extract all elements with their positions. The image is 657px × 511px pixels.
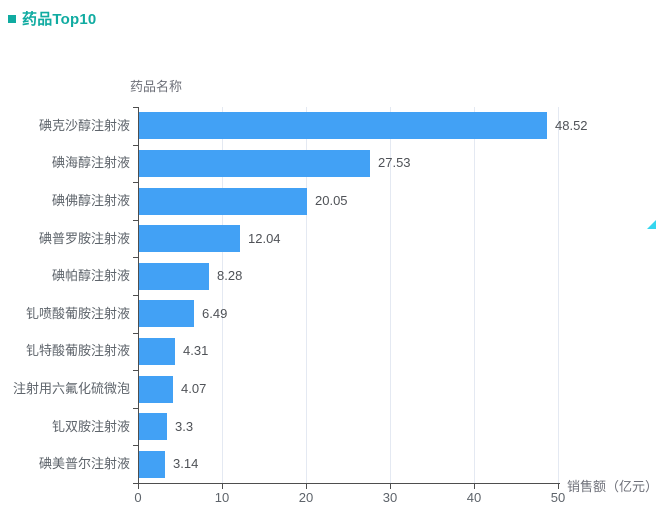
gridline <box>222 107 223 483</box>
bar[interactable] <box>139 225 240 252</box>
value-label: 12.04 <box>248 231 281 246</box>
x-axis-title: 销售额（亿元） <box>567 479 657 494</box>
value-label: 6.49 <box>202 306 228 321</box>
bar[interactable] <box>139 413 167 440</box>
y-axis-tick-mark <box>133 145 138 146</box>
bar[interactable] <box>139 376 173 403</box>
x-axis-tick-mark <box>306 484 307 489</box>
value-label: 27.53 <box>378 155 411 170</box>
y-axis-tick-mark <box>133 333 138 334</box>
value-label: 3.3 <box>175 419 194 434</box>
category-label: 碘克沙醇注射液 <box>38 118 130 133</box>
value-label: 8.28 <box>217 268 243 283</box>
category-label: 钆特酸葡胺注射液 <box>25 343 130 358</box>
value-label: 3.14 <box>173 456 199 471</box>
y-axis-tick-mark <box>133 220 138 221</box>
x-axis-tick-label: 50 <box>550 490 566 505</box>
y-axis-tick-mark <box>133 257 138 258</box>
value-label: 48.52 <box>555 118 588 133</box>
category-label: 碘佛醇注射液 <box>51 193 130 208</box>
category-label: 碘帕醇注射液 <box>51 268 130 283</box>
corner-decoration-icon <box>647 220 656 229</box>
y-axis-tick-mark <box>133 107 138 108</box>
y-axis-tick-mark <box>133 445 138 446</box>
bar[interactable] <box>139 263 209 290</box>
bar[interactable] <box>139 188 307 215</box>
x-axis-tick-mark <box>390 484 391 489</box>
category-label: 钆双胺注射液 <box>51 419 130 434</box>
bar[interactable] <box>139 150 370 177</box>
category-label: 注射用六氟化硫微泡 <box>12 381 130 396</box>
y-axis-tick-mark <box>133 370 138 371</box>
y-axis-tick-mark <box>133 408 138 409</box>
y-axis-tick-mark <box>133 295 138 296</box>
value-label: 20.05 <box>315 193 348 208</box>
category-label: 碘海醇注射液 <box>51 155 130 170</box>
gridline <box>306 107 307 483</box>
bar-chart-plot-area: 0 10 20 30 40 50 碘克沙醇注射液 48.52 碘海醇注射液 27.53 碘佛醇注射液… <box>13 107 588 505</box>
gridline <box>558 107 559 483</box>
x-axis-tick-label: 20 <box>298 490 314 505</box>
x-axis-tick-mark <box>138 484 139 489</box>
panel-title-text: 药品Top10 <box>22 11 97 28</box>
y-axis-title: 药品名称 <box>130 79 183 94</box>
x-axis-tick-mark <box>222 484 223 489</box>
bar[interactable] <box>139 300 194 327</box>
category-label: 碘美普尔注射液 <box>38 456 130 471</box>
x-axis-tick-label: 30 <box>382 490 398 505</box>
category-label: 碘普罗胺注射液 <box>38 231 130 246</box>
gridline <box>390 107 391 483</box>
x-axis-tick-mark <box>474 484 475 489</box>
gridline <box>474 107 475 483</box>
title-bullet-square-icon <box>8 14 16 23</box>
y-axis-tick-mark <box>133 483 138 484</box>
value-label: 4.07 <box>181 381 207 396</box>
x-axis-tick-mark <box>558 484 559 489</box>
category-label: 钆喷酸葡胺注射液 <box>25 306 130 321</box>
panel-title: 药品Top10 <box>8 8 96 29</box>
y-axis-tick-mark <box>133 182 138 183</box>
x-axis-tick-label: 10 <box>214 490 230 505</box>
x-axis-line <box>138 483 560 484</box>
y-axis-line <box>138 107 139 484</box>
bar[interactable] <box>139 338 175 365</box>
bar[interactable] <box>139 451 165 478</box>
x-axis-tick-label: 40 <box>466 490 482 505</box>
value-label: 4.31 <box>183 343 209 358</box>
x-axis-tick-label: 0 <box>134 490 142 505</box>
bar[interactable] <box>139 112 547 139</box>
